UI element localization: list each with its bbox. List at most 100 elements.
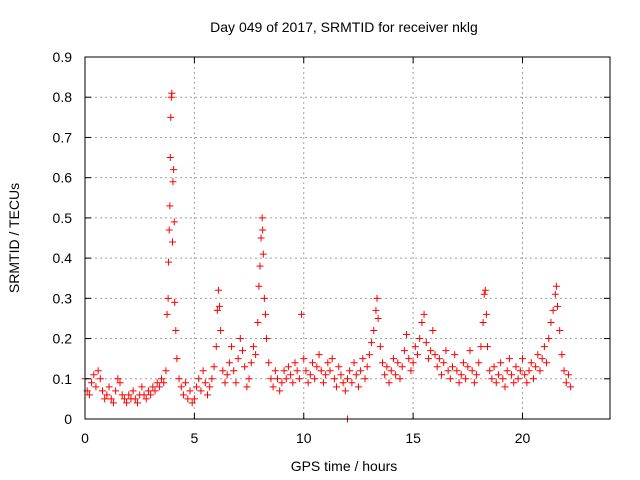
- data-point: [280, 367, 288, 375]
- data-point: [488, 375, 496, 383]
- data-point: [414, 351, 421, 359]
- data-point: [256, 262, 264, 270]
- data-point: [523, 379, 531, 387]
- data-point: [188, 399, 196, 407]
- data-point: [85, 391, 93, 399]
- data-point: [261, 310, 269, 318]
- data-point: [451, 351, 459, 359]
- data-point: [409, 359, 417, 367]
- data-point: [521, 371, 529, 379]
- data-point: [105, 383, 113, 391]
- data-point: [357, 367, 365, 375]
- data-point: [96, 375, 104, 383]
- data-point: [88, 379, 96, 387]
- data-point: [368, 339, 376, 347]
- data-point: [529, 375, 537, 383]
- x-tick-label: 0: [81, 430, 89, 446]
- data-point: [337, 371, 345, 379]
- data-point: [477, 343, 485, 351]
- x-axis-title: GPS time / hours: [291, 458, 398, 474]
- data-point: [289, 379, 297, 387]
- data-point: [317, 367, 325, 375]
- data-point: [107, 395, 115, 403]
- data-point: [169, 178, 177, 186]
- data-point: [236, 335, 244, 343]
- data-point: [479, 318, 487, 326]
- data-point: [173, 355, 181, 363]
- data-point: [232, 379, 240, 387]
- data-point: [300, 355, 308, 363]
- data-point: [470, 379, 478, 387]
- data-point: [322, 371, 330, 379]
- data-point: [295, 375, 303, 383]
- data-point: [186, 387, 194, 395]
- data-point: [221, 379, 229, 387]
- data-point: [304, 379, 312, 387]
- data-point: [420, 310, 428, 318]
- data-point: [116, 379, 124, 387]
- data-point: [503, 367, 511, 375]
- data-point: [179, 391, 187, 399]
- data-point: [228, 343, 236, 351]
- data-point: [217, 327, 225, 335]
- data-point: [429, 327, 437, 335]
- data-point: [411, 343, 419, 351]
- data-point: [214, 286, 222, 294]
- data-point: [387, 367, 395, 375]
- data-point: [271, 367, 279, 375]
- data-point: [269, 383, 277, 391]
- data-point: [213, 306, 221, 314]
- data-point: [138, 383, 146, 391]
- data-point: [201, 379, 209, 387]
- data-point: [392, 371, 400, 379]
- y-axis-title: SRMTID / TECUs: [6, 183, 22, 293]
- data-point: [361, 375, 369, 383]
- data-point: [464, 363, 472, 371]
- data-point: [560, 367, 568, 375]
- data-point: [118, 391, 126, 399]
- data-point: [168, 89, 176, 97]
- data-point: [114, 375, 122, 383]
- y-tick-label: 0.5: [53, 210, 73, 226]
- data-point: [525, 367, 533, 375]
- data-point: [241, 363, 249, 371]
- data-point: [259, 250, 267, 258]
- data-point: [558, 351, 566, 359]
- data-point: [165, 226, 173, 234]
- data-point: [385, 379, 393, 387]
- data-point: [333, 383, 341, 391]
- data-point: [480, 290, 488, 298]
- data-point: [567, 383, 575, 391]
- data-point: [424, 355, 432, 363]
- data-point: [459, 359, 467, 367]
- data-point: [324, 359, 332, 367]
- chart-title: Day 049 of 2017, SRMTID for receiver nkl…: [210, 19, 478, 35]
- data-point: [372, 306, 380, 314]
- data-point: [519, 355, 526, 363]
- data-point: [551, 290, 559, 298]
- data-point: [547, 318, 555, 326]
- data-point: [418, 318, 426, 326]
- data-point: [446, 375, 454, 383]
- axes-layer: 0 0.1 0.2 0.3 0.4 0.5 0.6 0.7 0.8 0.9 0 5 10 15 20: [53, 49, 611, 446]
- data-point: [492, 379, 500, 387]
- data-point: [398, 363, 406, 371]
- data-point: [234, 355, 242, 363]
- data-point: [453, 367, 461, 375]
- data-point: [144, 387, 152, 395]
- data-point: [239, 347, 246, 355]
- data-point: [462, 375, 470, 383]
- data-point: [348, 379, 356, 387]
- data-point: [319, 379, 327, 387]
- data-point: [158, 375, 166, 383]
- data-points: [81, 89, 575, 423]
- data-point: [562, 379, 570, 387]
- data-point: [302, 367, 310, 375]
- data-point: [363, 363, 371, 371]
- data-point: [245, 375, 253, 383]
- data-point: [490, 363, 498, 371]
- data-point: [274, 375, 281, 383]
- data-point: [284, 363, 292, 371]
- data-point: [435, 355, 443, 363]
